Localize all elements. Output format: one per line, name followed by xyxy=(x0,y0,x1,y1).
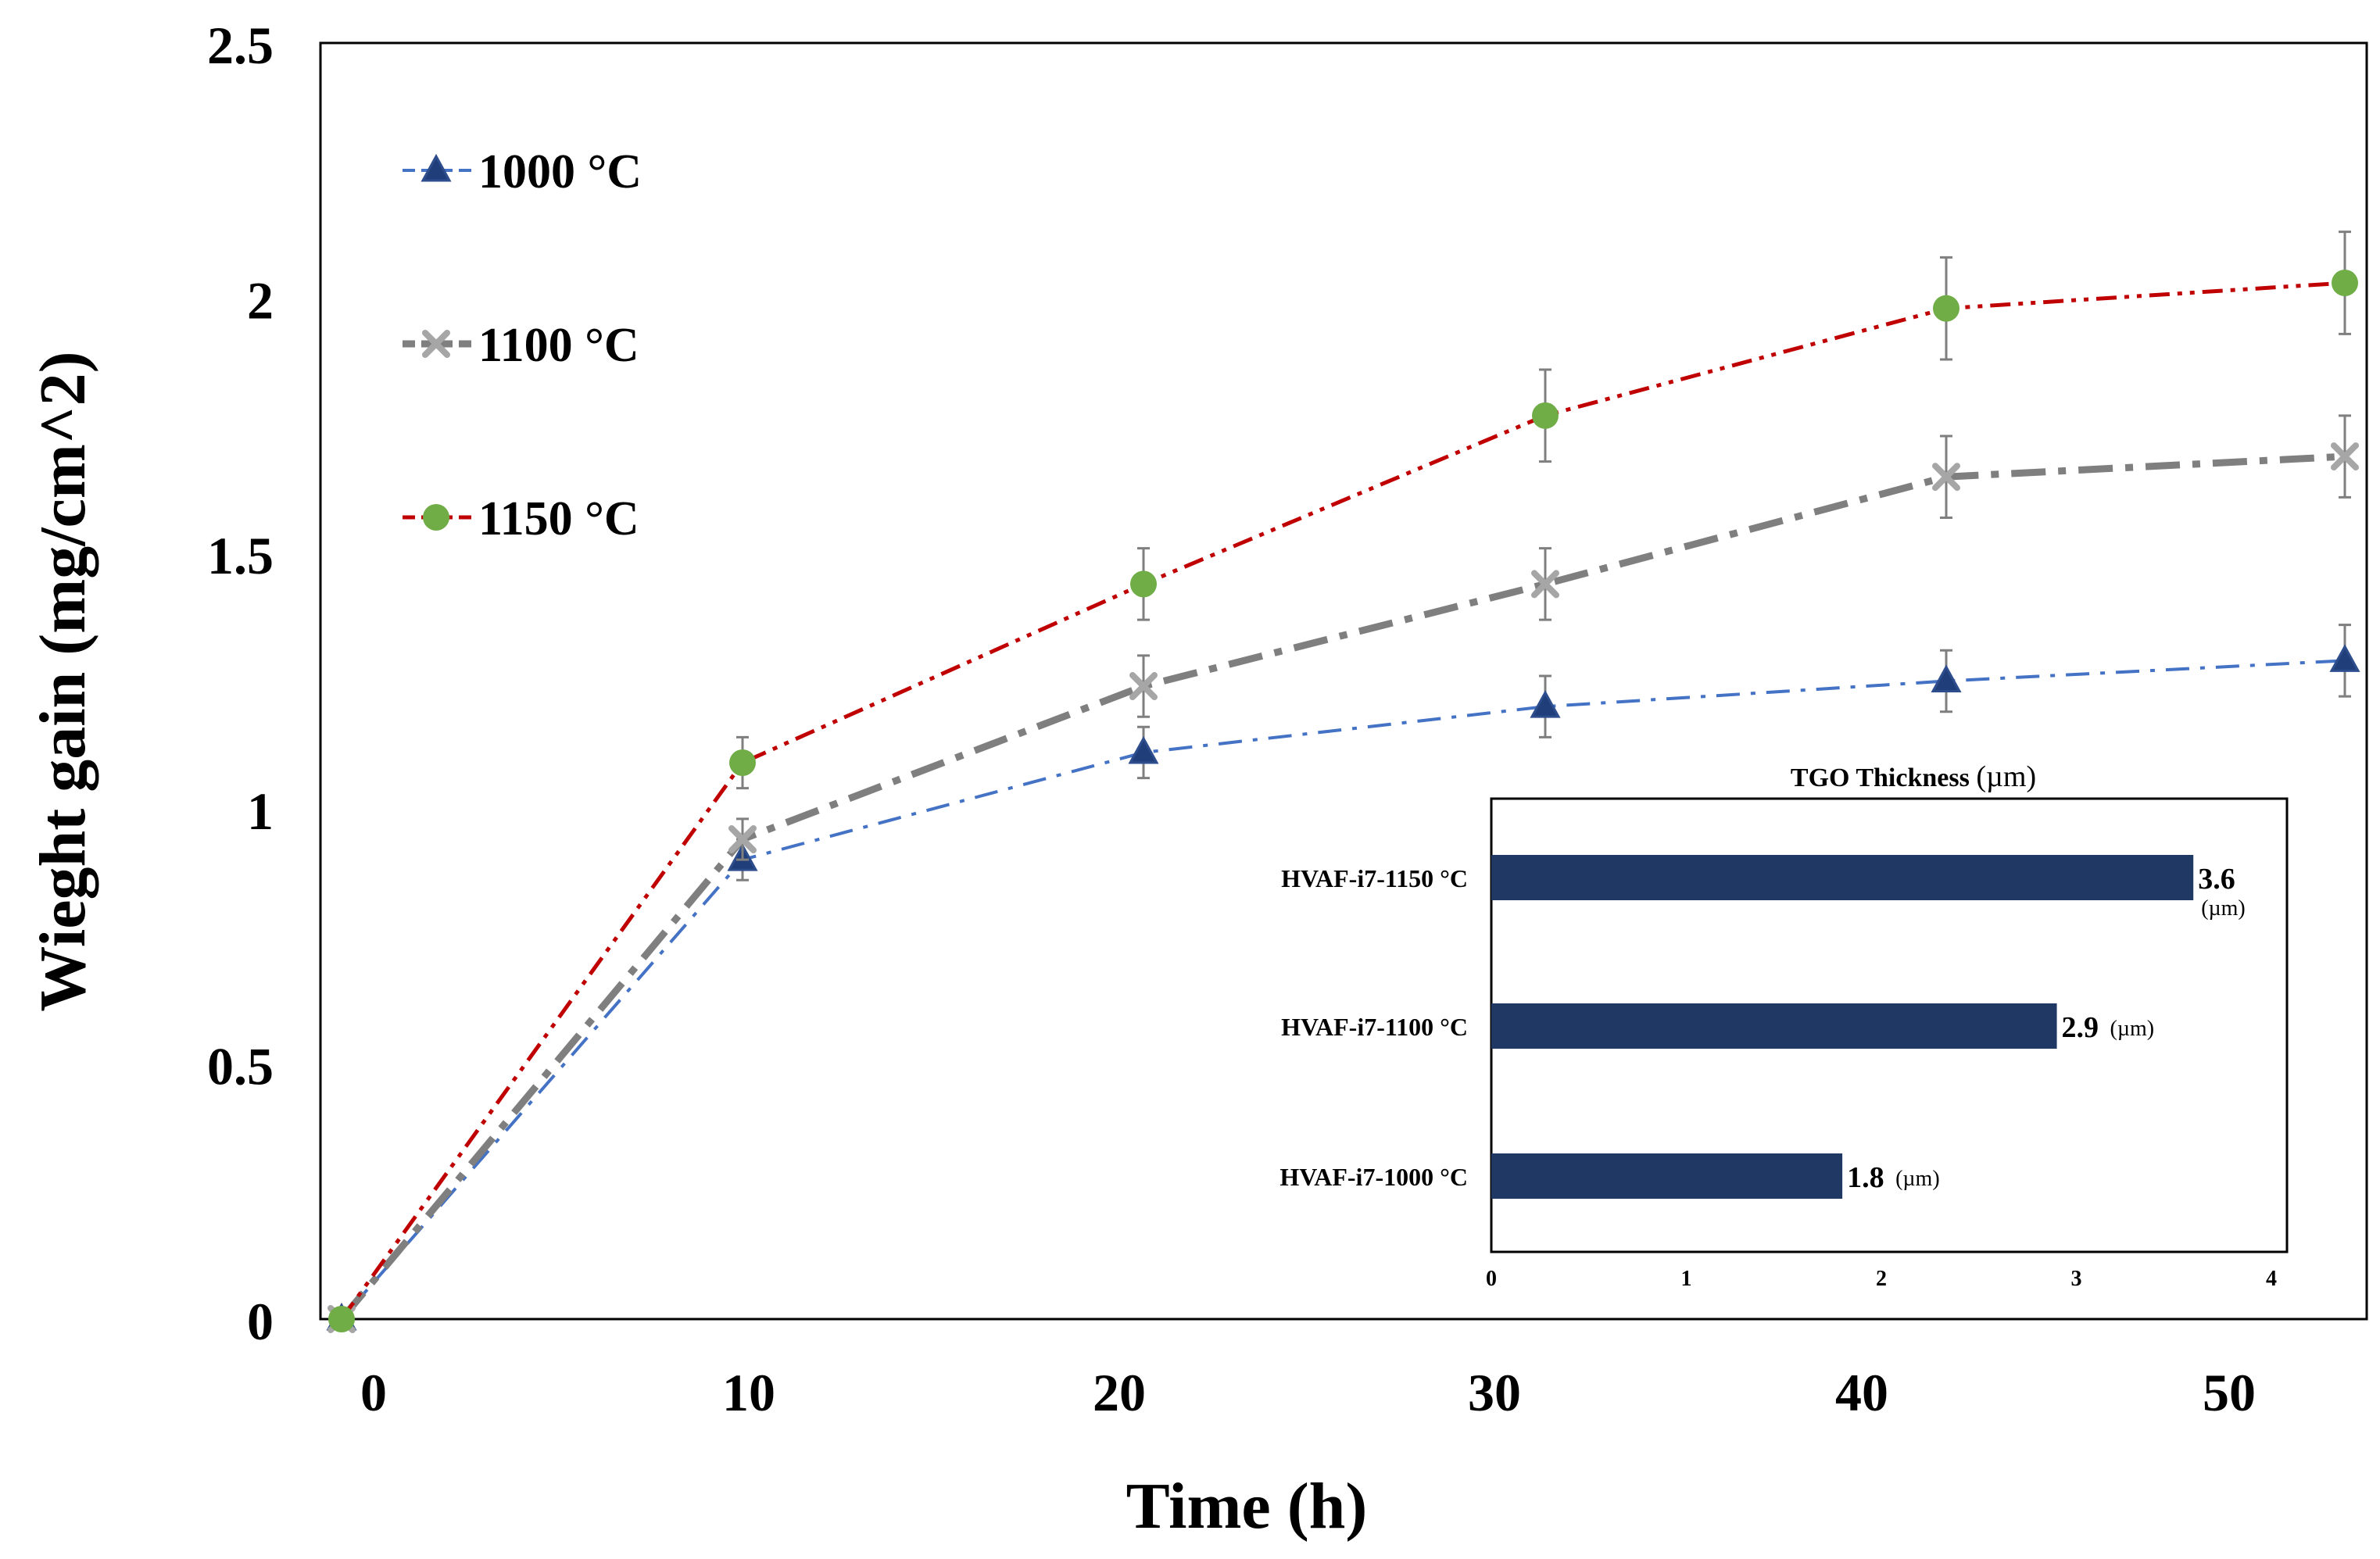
legend-item: 1100 °C xyxy=(403,319,639,372)
y-tick-label: 2.5 xyxy=(207,16,274,75)
inset-unit-label: (µm) xyxy=(2110,1017,2155,1041)
y-tick-label: 1.5 xyxy=(207,526,274,585)
y-tick-label: 0.5 xyxy=(207,1036,274,1096)
data-point xyxy=(1129,672,1158,701)
plot-frame xyxy=(319,41,2368,1321)
y-axis-title: Wieght gain (mg/cm^2) xyxy=(27,351,99,1011)
inset-bar xyxy=(1491,1153,1843,1199)
data-point xyxy=(1531,570,1559,599)
inset-x-tick-label: 1 xyxy=(1681,1267,1692,1291)
inset-x-tick-label: 4 xyxy=(2266,1267,2277,1291)
legend-item: 1150 °C xyxy=(403,492,639,545)
legend-label: 1150 °C xyxy=(478,492,639,545)
data-point xyxy=(1932,463,1960,492)
series-line xyxy=(338,452,2346,1321)
inset-unit-label: (µm) xyxy=(1895,1167,1940,1191)
x-tick-label: 10 xyxy=(722,1363,775,1422)
data-point xyxy=(1532,402,1559,429)
data-point xyxy=(1130,570,1157,598)
data-point xyxy=(1530,690,1561,718)
inset-title: TGO Thickness (µm) xyxy=(1791,760,2036,793)
data-point xyxy=(729,749,756,777)
legend-marker xyxy=(422,330,450,358)
inset-category-label: HVAF-i7-1150 °C xyxy=(1281,864,1468,892)
inset-x-tick-label: 0 xyxy=(1486,1267,1497,1291)
inset-bar-group: HVAF-i7-1150 °C 3.6(µm) xyxy=(1281,855,2246,921)
inset-unit-label: (µm) xyxy=(2201,896,2246,921)
legend-marker xyxy=(421,153,452,182)
inset-x-tick-label: 2 xyxy=(1876,1267,1887,1291)
x-axis-title: Time (h) xyxy=(1126,1470,1368,1543)
data-point xyxy=(2332,270,2358,297)
inset-category-label: HVAF-i7-1100 °C xyxy=(1281,1013,1468,1041)
series-x xyxy=(327,414,2359,1333)
y-tick-label: 1 xyxy=(247,781,274,841)
inset-bar xyxy=(1491,855,2194,900)
legend-item: 1000 °C xyxy=(403,145,642,198)
legend-label: 1100 °C xyxy=(478,319,639,372)
inset-value-label: 3.6 xyxy=(2198,863,2235,896)
data-point xyxy=(2331,442,2359,471)
data-point xyxy=(728,824,757,853)
data-point xyxy=(2329,644,2360,672)
inset-plot: TGO Thickness (µm)HVAF-i7-1150 °C 3.6(µm)… xyxy=(1279,760,2289,1291)
inset-x-tick-label: 3 xyxy=(2071,1267,2082,1291)
series-line xyxy=(340,659,2346,1321)
inset-title-text: TGO Thickness xyxy=(1791,763,1976,792)
data-point xyxy=(1128,735,1159,764)
series-circle xyxy=(328,231,2358,1332)
x-tick-label: 20 xyxy=(1093,1363,1146,1422)
x-tick-label: 0 xyxy=(360,1363,387,1422)
inset-bar xyxy=(1491,1003,2057,1049)
y-tick-label: 2 xyxy=(247,271,274,331)
data-point xyxy=(1933,295,1959,322)
data-point xyxy=(1931,664,1962,692)
series-line xyxy=(339,281,2346,1321)
inset-value-label: 1.8 xyxy=(1847,1161,1884,1194)
y-tick-label: 0 xyxy=(247,1292,274,1351)
x-tick-label: 30 xyxy=(1468,1363,1521,1422)
inset-category-label: HVAF-i7-1000 °C xyxy=(1279,1163,1468,1191)
legend-label: 1000 °C xyxy=(478,145,642,198)
inset-title-unit: (µm) xyxy=(1976,760,2036,793)
x-tick-label: 40 xyxy=(1835,1363,1888,1422)
inset-value-label: 2.9 xyxy=(2062,1011,2099,1044)
inset-bar-group: HVAF-i7-1100 °C 2.9 (µm) xyxy=(1281,1003,2154,1049)
x-tick-label: 50 xyxy=(2203,1363,2256,1422)
legend-marker xyxy=(423,504,449,531)
data-point xyxy=(328,1306,355,1332)
inset-bar-group: HVAF-i7-1000 °C 1.8 (µm) xyxy=(1279,1153,1940,1199)
